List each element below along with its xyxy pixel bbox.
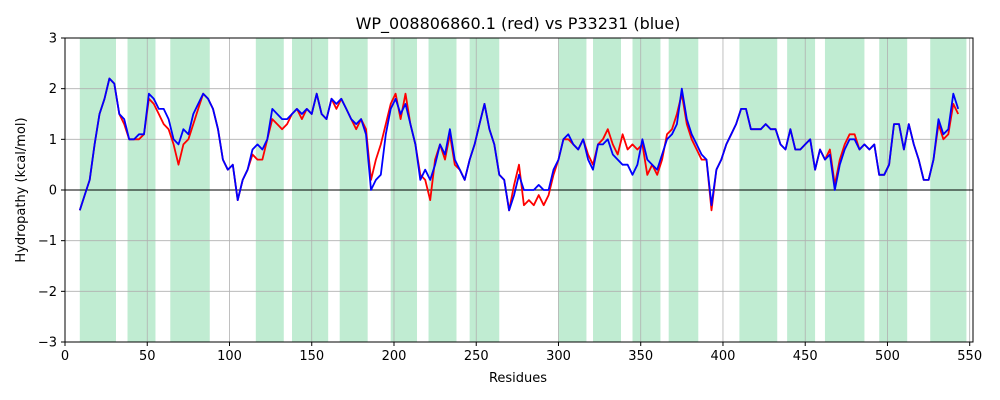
- y-tick-label-3: 0: [49, 184, 57, 199]
- x-tick-label-4: 200: [382, 349, 407, 364]
- x-tick-label-5: 250: [464, 349, 489, 364]
- x-tick-label-1: 50: [139, 349, 156, 364]
- x-tick-label-2: 100: [217, 349, 242, 364]
- y-tick-label-4: 1: [49, 133, 57, 148]
- series-line-2: [78, 77, 960, 212]
- x-tick-label-9: 450: [793, 349, 818, 364]
- y-tick-label-1: −2: [38, 285, 57, 300]
- x-tick-label-11: 550: [957, 349, 982, 364]
- x-axis-label: Residues: [489, 371, 547, 386]
- y-axis-label: Hydropathy (kcal/mol): [14, 117, 29, 262]
- x-tick-label-6: 300: [546, 349, 571, 364]
- x-tick-label-3: 150: [299, 349, 324, 364]
- x-tick-label-0: 0: [61, 349, 69, 364]
- y-tick-label-6: 3: [49, 32, 57, 47]
- x-axis-ticks: 0 50 100 150 200 250 300 350 400 450 500 550: [61, 342, 982, 364]
- y-tick-label-2: −1: [38, 234, 57, 249]
- x-tick-label-7: 350: [628, 349, 653, 364]
- y-axis-ticks: −3 −2 −1 0 1 2 3: [38, 32, 65, 351]
- series-lines: [78, 77, 960, 212]
- x-tick-label-8: 400: [711, 349, 736, 364]
- y-tick-label-5: 2: [49, 82, 57, 97]
- x-tick-label-10: 500: [875, 349, 900, 364]
- chart-title: WP_008806860.1 (red) vs P33231 (blue): [356, 14, 681, 34]
- y-tick-label-0: −3: [38, 336, 57, 351]
